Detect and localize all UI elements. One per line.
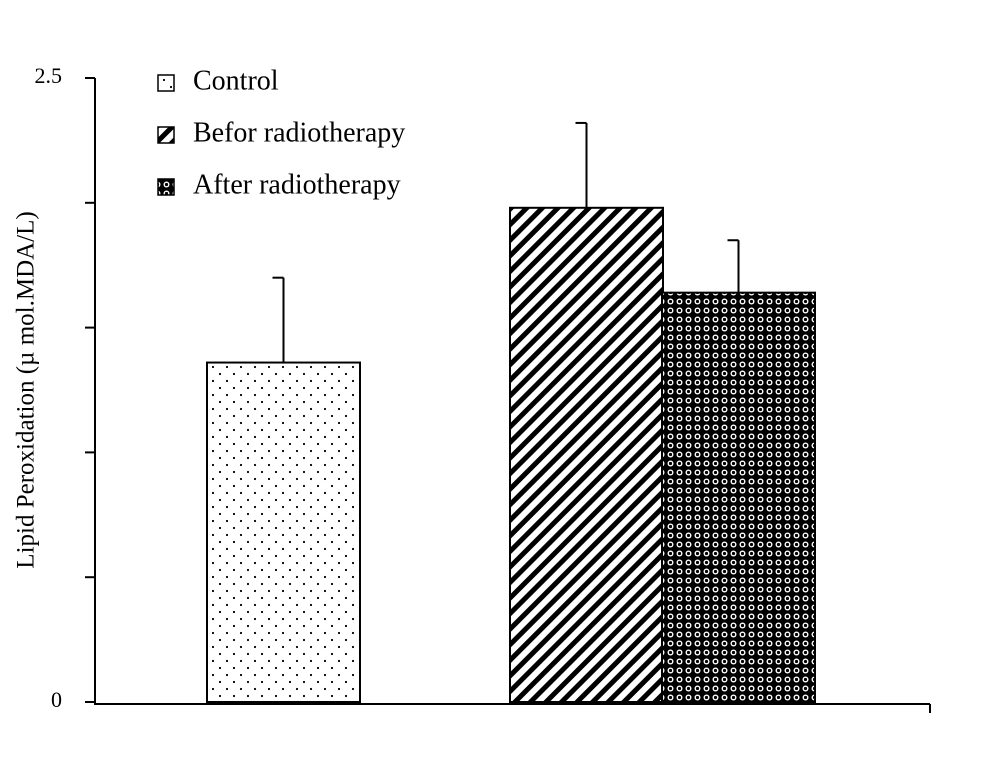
y-tick-label: 0 bbox=[51, 687, 62, 712]
bar bbox=[509, 206, 664, 704]
legend-label: After radiotherapy bbox=[193, 169, 401, 200]
legend-swatch bbox=[157, 178, 175, 196]
bar bbox=[661, 291, 816, 703]
legend-swatch bbox=[157, 126, 175, 144]
legend-label: Control bbox=[193, 65, 279, 96]
legend-swatch bbox=[157, 74, 175, 92]
y-tick-label: 2.5 bbox=[35, 63, 63, 88]
legend-label: Befor radiotherapy bbox=[193, 117, 405, 148]
bar bbox=[206, 361, 361, 703]
y-axis-label: Lipid Peroxidation (µ mol.MDA/L) bbox=[13, 211, 40, 568]
